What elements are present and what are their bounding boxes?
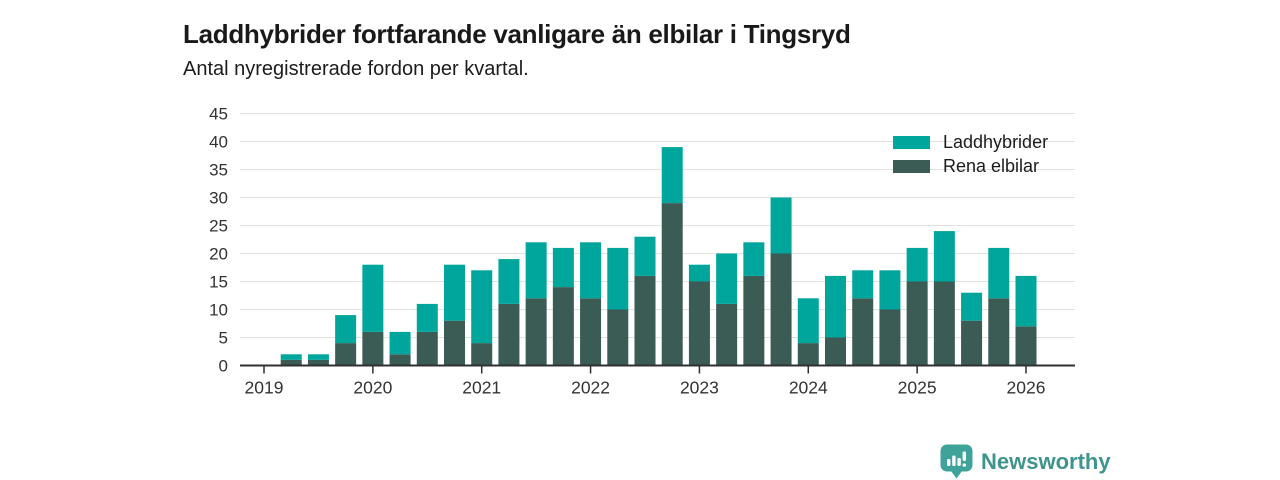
bar-segment-laddhybrider bbox=[552, 247, 574, 288]
chart-title: Laddhybrider fortfarande vanligare än el… bbox=[183, 19, 851, 50]
bar-segment-rena-elbilar bbox=[797, 343, 819, 366]
bar-segment-rena-elbilar bbox=[525, 298, 547, 366]
x-tick-label: 2024 bbox=[789, 378, 828, 398]
bar-segment-rena-elbilar bbox=[661, 203, 683, 366]
bar-segment-laddhybrider bbox=[688, 264, 710, 282]
bar-segment-rena-elbilar bbox=[1015, 326, 1037, 366]
bar-segment-rena-elbilar bbox=[307, 359, 329, 366]
bar-segment-rena-elbilar bbox=[498, 303, 520, 366]
bar-segment-rena-elbilar bbox=[961, 320, 983, 366]
bar-segment-laddhybrider bbox=[280, 354, 302, 360]
legend-swatch-rena-elbilar bbox=[893, 159, 930, 173]
y-tick-label: 40 bbox=[209, 133, 228, 152]
y-tick-label: 20 bbox=[209, 245, 228, 264]
y-tick-label: 35 bbox=[209, 161, 228, 180]
bar-segment-laddhybrider bbox=[824, 275, 846, 338]
x-tick-label: 2019 bbox=[245, 378, 284, 398]
bar-segment-rena-elbilar bbox=[716, 303, 738, 366]
bar-segment-rena-elbilar bbox=[688, 281, 710, 366]
bar-segment-laddhybrider bbox=[661, 147, 683, 204]
bar-segment-laddhybrider bbox=[362, 264, 384, 332]
bar-segment-laddhybrider bbox=[716, 253, 738, 304]
bar-segment-rena-elbilar bbox=[852, 298, 874, 366]
bar-segment-laddhybrider bbox=[906, 247, 928, 282]
chart-subtitle: Antal nyregistrerade fordon per kvartal. bbox=[183, 58, 529, 80]
legend: Laddhybrider Rena elbilar bbox=[893, 130, 1048, 178]
y-tick-label: 45 bbox=[209, 105, 228, 124]
bar-segment-laddhybrider bbox=[933, 231, 955, 282]
x-tick-label: 2025 bbox=[898, 378, 937, 398]
bar-segment-rena-elbilar bbox=[607, 309, 629, 366]
bar-segment-laddhybrider bbox=[416, 303, 438, 332]
bar-segment-rena-elbilar bbox=[443, 320, 465, 366]
bar-segment-laddhybrider bbox=[743, 242, 765, 276]
bar-segment-rena-elbilar bbox=[743, 275, 765, 366]
x-tick-label: 2026 bbox=[1007, 378, 1046, 398]
bar-segment-rena-elbilar bbox=[416, 331, 438, 366]
bar-segment-laddhybrider bbox=[607, 247, 629, 310]
bar-segment-rena-elbilar bbox=[906, 281, 928, 366]
bar-segment-laddhybrider bbox=[443, 264, 465, 321]
newsworthy-logo-icon bbox=[940, 444, 973, 479]
bar-segment-rena-elbilar bbox=[770, 253, 792, 366]
bar-segment-rena-elbilar bbox=[335, 343, 357, 366]
bar-segment-rena-elbilar bbox=[389, 354, 411, 366]
bar-segment-rena-elbilar bbox=[634, 275, 656, 366]
y-tick-label: 25 bbox=[209, 217, 228, 236]
bar-segment-rena-elbilar bbox=[580, 298, 602, 366]
y-tick-label: 30 bbox=[209, 189, 228, 208]
bar-segment-rena-elbilar bbox=[879, 309, 901, 366]
x-tick-label: 2020 bbox=[353, 378, 392, 398]
bar-segment-laddhybrider bbox=[307, 354, 329, 360]
bar-segment-rena-elbilar bbox=[824, 337, 846, 366]
bar-segment-rena-elbilar bbox=[280, 359, 302, 366]
bar-segment-rena-elbilar bbox=[988, 298, 1010, 366]
bar-segment-rena-elbilar bbox=[362, 331, 384, 366]
bar-segment-laddhybrider bbox=[1015, 275, 1037, 327]
bar-segment-rena-elbilar bbox=[471, 343, 493, 366]
bar-segment-laddhybrider bbox=[961, 292, 983, 321]
bar-segment-laddhybrider bbox=[797, 298, 819, 344]
bar-segment-laddhybrider bbox=[389, 331, 411, 355]
bar-segment-laddhybrider bbox=[852, 270, 874, 299]
legend-label-rena-elbilar: Rena elbilar bbox=[943, 155, 1040, 176]
bar-segment-laddhybrider bbox=[335, 315, 357, 344]
legend-swatch-laddhybrider bbox=[893, 135, 930, 149]
y-tick-label: 15 bbox=[209, 273, 228, 292]
brand-footer: Newsworthy bbox=[940, 444, 1111, 479]
y-tick-label: 10 bbox=[209, 301, 228, 320]
x-tick-label: 2021 bbox=[462, 378, 501, 398]
legend-item-rena-elbilar: Rena elbilar bbox=[893, 154, 1048, 178]
bar-segment-laddhybrider bbox=[770, 197, 792, 254]
bar-segment-laddhybrider bbox=[634, 236, 656, 276]
x-tick-label: 2023 bbox=[680, 378, 719, 398]
x-tick-label: 2022 bbox=[571, 378, 610, 398]
legend-item-laddhybrider: Laddhybrider bbox=[893, 130, 1048, 154]
y-tick-label: 0 bbox=[219, 357, 228, 376]
y-tick-label: 5 bbox=[219, 329, 228, 348]
bar-segment-rena-elbilar bbox=[552, 287, 574, 366]
bar-segment-laddhybrider bbox=[498, 259, 520, 304]
bar-segment-laddhybrider bbox=[580, 242, 602, 299]
legend-label-laddhybrider: Laddhybrider bbox=[943, 131, 1049, 152]
bar-segment-laddhybrider bbox=[471, 270, 493, 344]
brand-name: Newsworthy bbox=[981, 448, 1111, 474]
bar-segment-laddhybrider bbox=[988, 247, 1010, 299]
bar-segment-laddhybrider bbox=[525, 242, 547, 299]
bar-segment-rena-elbilar bbox=[933, 281, 955, 366]
bar-segment-laddhybrider bbox=[879, 270, 901, 310]
